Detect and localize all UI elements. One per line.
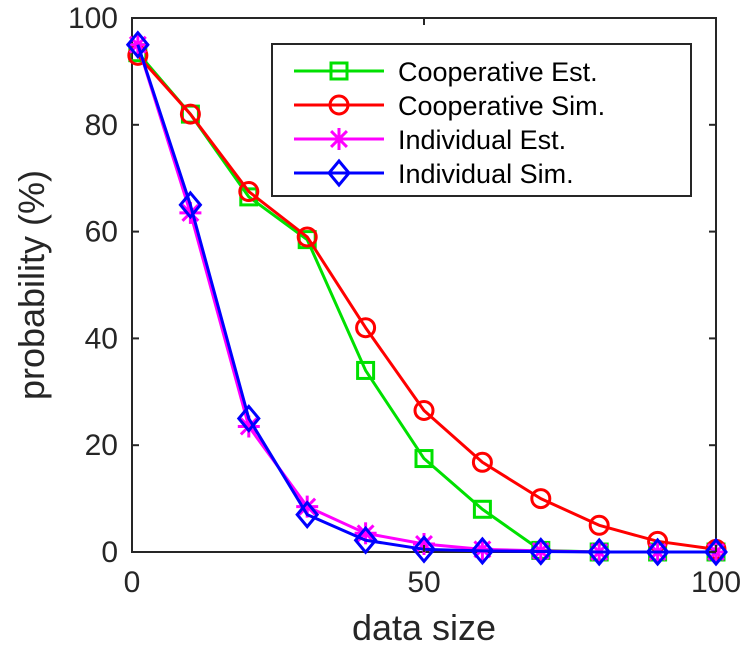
data-point [472, 499, 492, 519]
axis-ticks: 0 50 100 0 20 40 60 80 100 [68, 2, 741, 599]
series-line [136, 54, 717, 551]
data-point [236, 404, 261, 433]
data-point [125, 30, 150, 60]
y-tick-label: 20 [85, 429, 118, 462]
y-axis-label: probability (%) [11, 170, 52, 400]
series-layer [125, 30, 728, 567]
data-point [179, 103, 201, 125]
data-point [295, 500, 320, 529]
data-point [587, 537, 612, 567]
legend-box [271, 43, 692, 197]
data-point [471, 451, 493, 473]
data-point [412, 534, 436, 564]
data-point [414, 449, 434, 469]
legend-item: Individual Sim. [294, 158, 574, 189]
data-point [413, 399, 435, 421]
legend-marker [328, 128, 350, 150]
x-tick-label: 0 [124, 566, 141, 599]
data-point [238, 181, 260, 203]
data-point [178, 190, 203, 220]
legend-item: Individual Est. [294, 125, 566, 155]
legend-label: Individual Sim. [398, 159, 574, 189]
y-tick-label: 60 [85, 216, 118, 249]
y-tick-label: 100 [68, 2, 118, 35]
legend-marker [328, 94, 350, 116]
data-point [355, 317, 377, 339]
x-axis-label: data size [352, 607, 496, 648]
x-tick-label: 50 [407, 566, 440, 599]
legend-item: Cooperative Sim. [294, 91, 605, 121]
y-tick-label: 80 [85, 109, 118, 142]
legend: Cooperative Est. Cooperative Sim. Individu… [271, 43, 692, 197]
legend-label: Cooperative Est. [398, 57, 598, 87]
y-tick-label: 40 [85, 322, 118, 355]
legend-label: Individual Est. [398, 125, 566, 155]
x-tick-label: 100 [691, 566, 741, 599]
data-point [645, 537, 670, 567]
data-point [530, 488, 552, 510]
data-point [296, 226, 318, 248]
legend-item: Cooperative Est. [294, 57, 598, 87]
data-point [588, 514, 610, 536]
legend-marker [327, 158, 351, 188]
legend-label: Cooperative Sim. [398, 91, 605, 121]
legend-marker [329, 61, 349, 81]
data-point [356, 360, 376, 380]
data-point [353, 525, 378, 555]
data-point [704, 537, 728, 567]
data-point [528, 537, 553, 566]
data-point [470, 536, 495, 566]
y-tick-label: 0 [101, 536, 118, 569]
